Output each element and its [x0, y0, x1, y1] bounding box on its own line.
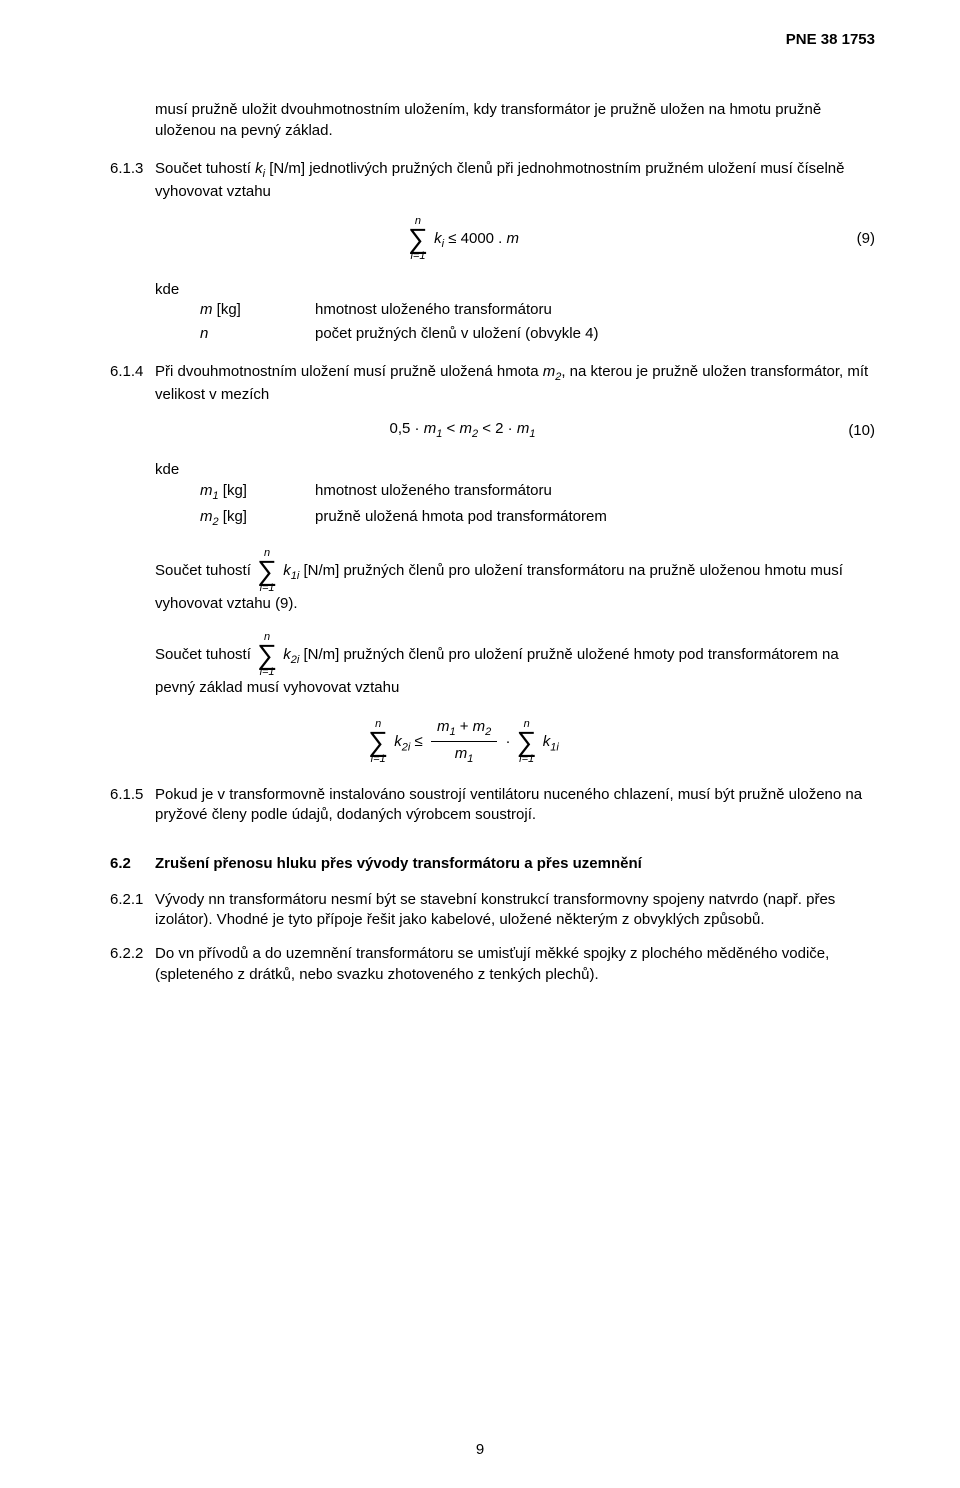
symbol: n — [200, 324, 315, 344]
symbol: m1 [kg] — [200, 481, 315, 504]
text: Součet tuhostí — [155, 646, 255, 663]
section-body: Vývody nn transformátoru nesmí být se st… — [155, 890, 875, 931]
var-m1: m — [517, 420, 530, 437]
sub-2i: 2i — [402, 741, 411, 753]
section-number: 6.1.5 — [110, 785, 155, 826]
definition: hmotnost uloženého transformátoru — [315, 300, 875, 320]
var-k: k — [255, 160, 263, 177]
section-6-2: 6.2 Zrušení přenosu hluku přes vývody tr… — [110, 854, 875, 874]
sub-1i: 1i — [550, 741, 559, 753]
var-ki: k — [434, 230, 442, 247]
section-6-2-2: 6.2.2 Do vn přívodů a do uzemnění transf… — [110, 944, 875, 985]
section-6-2-1: 6.2.1 Vývody nn transformátoru nesmí být… — [110, 890, 875, 931]
sum-symbol: n ∑ i=1 — [257, 632, 277, 678]
section-number: 6.1.4 — [110, 362, 155, 405]
page-number: 9 — [0, 1440, 960, 1460]
var-m2: m — [543, 363, 556, 380]
var-m2: m — [459, 420, 472, 437]
text: Součet tuhostí — [155, 160, 255, 177]
para-sum-k2: Součet tuhostí n ∑ i=1 k2i [N/m] pružnýc… — [155, 632, 875, 698]
equation-k2-k1: n ∑ i=1 k2i ≤ m1 + m2 m1 · n ∑ i=1 k1i — [110, 717, 875, 768]
sum-symbol: n ∑ i=1 — [408, 216, 428, 262]
section-number: 6.2.1 — [110, 890, 155, 931]
equation-number: (10) — [815, 421, 875, 441]
where-block-9: kde m [kg] hmotnost uloženého transformá… — [155, 280, 875, 345]
section-body: Součet tuhostí ki [N/m] jednotlivých pru… — [155, 159, 875, 202]
fraction: m1 + m2 m1 — [431, 717, 497, 768]
lt: < — [442, 420, 459, 437]
page: PNE 38 1753 musí pružně uložit dvouhmotn… — [0, 0, 960, 1488]
section-6-1-5: 6.1.5 Pokud je v transformovně instalová… — [110, 785, 875, 826]
definition: hmotnost uloženého transformátoru — [315, 481, 875, 504]
var-k1i: k — [283, 562, 291, 579]
sub-1i: 1i — [291, 570, 300, 582]
sub-2i: 2i — [291, 654, 300, 666]
section-number: 6.1.3 — [110, 159, 155, 202]
where-block-10: kde m1 [kg] hmotnost uloženého transform… — [155, 460, 875, 530]
coef: 0,5 · — [390, 420, 424, 437]
section-body: Pokud je v transformovně instalováno sou… — [155, 785, 875, 826]
text: Součet tuhostí — [155, 562, 255, 579]
lt: < 2 · — [478, 420, 517, 437]
definition: počet pružných členů v uložení (obvykle … — [315, 324, 875, 344]
text: Při dvouhmotnostním uložení musí pružně … — [155, 363, 543, 380]
symbol: m2 [kg] — [200, 507, 315, 530]
section-number: 6.2.2 — [110, 944, 155, 985]
sub-i: i — [442, 238, 444, 250]
section-title: Zrušení přenosu hluku přes vývody transf… — [155, 854, 642, 874]
kde-label: kde — [155, 460, 875, 480]
section-body: Do vn přívodů a do uzemnění transformáto… — [155, 944, 875, 985]
sub-1: 1 — [529, 428, 535, 440]
operator: ≤ 4000 . — [448, 230, 506, 247]
var-k2i: k — [394, 733, 402, 750]
intro-continuation: musí pružně uložit dvouhmotnostním ulože… — [155, 100, 875, 141]
sum-left: n ∑ i=1 — [368, 719, 388, 765]
dot: · — [505, 733, 514, 750]
para-sum-k1: Součet tuhostí n ∑ i=1 k1i [N/m] pružnýc… — [155, 548, 875, 614]
equation-9: n ∑ i=1 ki ≤ 4000 . m (9) — [110, 216, 875, 262]
symbol: m [kg] — [200, 300, 315, 320]
section-6-1-4: 6.1.4 Při dvouhmotnostním uložení musí p… — [110, 362, 875, 405]
section-6-1-3: 6.1.3 Součet tuhostí ki [N/m] jednotlivý… — [110, 159, 875, 202]
leq: ≤ — [415, 733, 427, 750]
var-m: m — [507, 230, 520, 247]
equation-10: 0,5 · m1 < m2 < 2 · m1 (10) — [110, 419, 875, 442]
sum-right: n ∑ i=1 — [517, 719, 537, 765]
equation-number: (9) — [815, 229, 875, 249]
kde-label: kde — [155, 280, 875, 300]
var-m1: m — [424, 420, 437, 437]
header-code: PNE 38 1753 — [110, 30, 875, 50]
section-body: Při dvouhmotnostním uložení musí pružně … — [155, 362, 875, 405]
definition: pružně uložená hmota pod transformátorem — [315, 507, 875, 530]
section-number: 6.2 — [110, 854, 155, 874]
var-k2i: k — [283, 646, 291, 663]
sum-symbol: n ∑ i=1 — [257, 548, 277, 594]
